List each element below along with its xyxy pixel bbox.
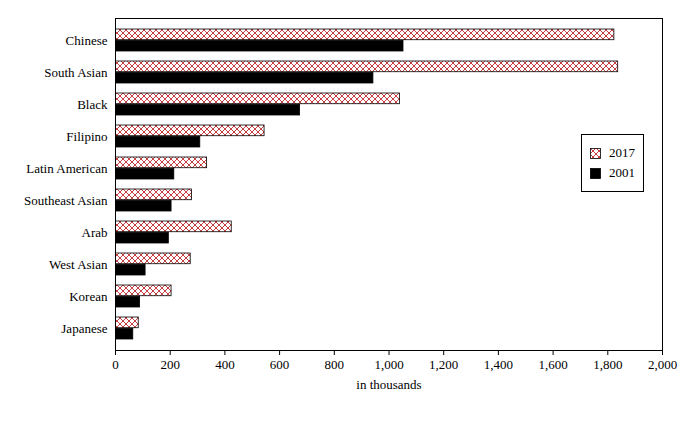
svg-text:Korean: Korean [69,289,108,304]
svg-text:West Asian: West Asian [49,257,108,272]
svg-text:Latin American: Latin American [26,161,108,176]
svg-text:1,200: 1,200 [429,357,458,372]
svg-text:1,400: 1,400 [484,357,513,372]
svg-text:400: 400 [215,357,235,372]
svg-text:South Asian: South Asian [44,65,108,80]
svg-text:0: 0 [112,357,119,372]
svg-text:Southeast Asian: Southeast Asian [24,193,108,208]
svg-text:600: 600 [270,357,290,372]
html-text:2017: 2017 [609,145,635,160]
svg-text:800: 800 [325,357,345,372]
svg-text:2,000: 2,000 [648,357,677,372]
svg-text:Filipino: Filipino [66,129,107,144]
svg-text:in thousands: in thousands [356,377,421,392]
svg-text:200: 200 [160,357,180,372]
svg-text:1,000: 1,000 [374,357,403,372]
svg-text:Black: Black [77,97,108,112]
svg-text:Chinese: Chinese [66,33,108,48]
svg-text:Arab: Arab [82,225,108,240]
svg-text:1,800: 1,800 [593,357,622,372]
svg-text:1,600: 1,600 [538,357,567,372]
html-text:2001: 2001 [609,165,635,180]
svg-text:Japanese: Japanese [61,321,107,336]
